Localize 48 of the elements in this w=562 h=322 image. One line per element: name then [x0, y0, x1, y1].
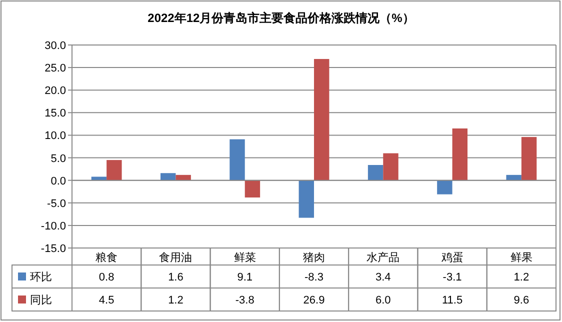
data-label: -3.8	[235, 294, 254, 306]
data-label: 1.6	[168, 272, 184, 284]
bar	[106, 160, 122, 180]
bar	[176, 174, 191, 180]
data-label: -8.3	[304, 272, 324, 284]
bar	[521, 137, 537, 180]
data-label: 26.9	[303, 294, 325, 306]
y-tick-label: 15.0	[44, 108, 66, 120]
x-tick-label: 粮食	[96, 251, 118, 264]
legend-label: 同比	[30, 294, 52, 306]
x-tick-label: 鲜菜	[234, 251, 256, 264]
data-label: -3.1	[442, 272, 462, 284]
data-label: 0.8	[98, 272, 114, 284]
bar	[298, 180, 314, 218]
data-label: 4.5	[98, 294, 114, 306]
bar	[244, 180, 260, 198]
bar	[383, 153, 398, 180]
y-tick-label: 20.0	[44, 85, 66, 98]
bar	[230, 139, 245, 180]
y-tick-label: 0.0	[50, 175, 66, 188]
bar	[506, 174, 522, 180]
bar	[368, 164, 384, 180]
y-tick-label: -5.0	[47, 198, 66, 210]
data-label: 1.2	[168, 294, 184, 306]
y-tick-label: 25.0	[44, 62, 66, 75]
x-tick-label: 猪肉	[303, 251, 325, 264]
x-tick-label: 鸡蛋	[440, 252, 464, 264]
y-tick-label: -10.0	[40, 220, 66, 232]
data-label: 11.5	[442, 294, 463, 306]
x-tick-label: 鲜果	[510, 252, 532, 264]
x-tick-label: 食用油	[159, 251, 192, 264]
x-tick-label: 水产品	[366, 251, 400, 264]
data-label: 9.6	[514, 294, 530, 306]
bar	[437, 180, 452, 194]
data-label: 3.4	[375, 272, 391, 284]
bar	[91, 176, 107, 180]
bar	[314, 58, 330, 180]
bar	[452, 128, 468, 180]
data-label: 9.1	[237, 272, 253, 284]
y-tick-label: 5.0	[50, 152, 66, 165]
chart-title: 2022年12月份青岛市主要食品价格涨跌情况（%）	[148, 11, 414, 25]
bar	[160, 173, 176, 180]
data-label: 1.2	[514, 272, 530, 284]
y-tick-label: -15.0	[40, 243, 66, 255]
y-tick-label: 30.0	[44, 40, 66, 52]
legend-label: 环比	[30, 270, 52, 284]
data-label: 6.0	[375, 294, 391, 306]
y-tick-label: 10.0	[44, 130, 66, 142]
